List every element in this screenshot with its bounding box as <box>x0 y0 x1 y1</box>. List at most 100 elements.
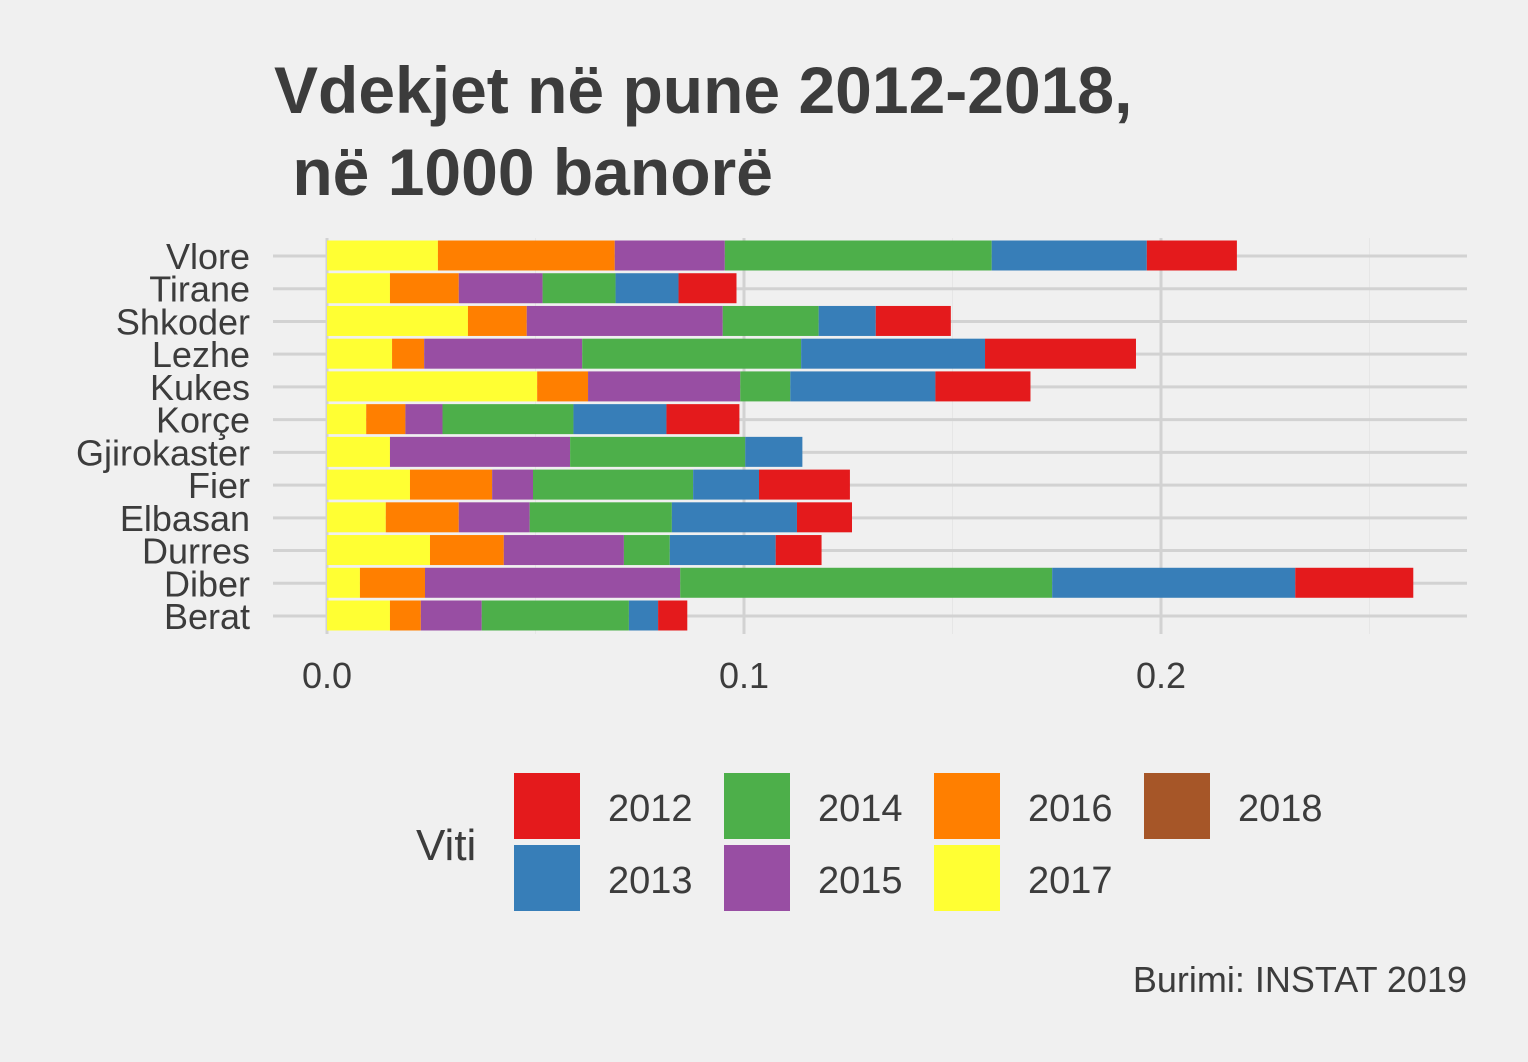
bar-shkoder-2016 <box>467 305 527 336</box>
bar-korçe-2014 <box>442 404 574 435</box>
bar-fier-2015 <box>492 469 533 500</box>
bar-diber-2016 <box>359 567 425 598</box>
x-tick-label: 0.2 <box>1136 655 1186 696</box>
bar-kukes-2014 <box>740 371 791 402</box>
bar-elbasan-2016 <box>385 502 459 533</box>
bar-gjirokaster-2013 <box>745 436 803 467</box>
legend-swatch-2017 <box>934 845 1000 911</box>
bar-vlore-2015 <box>614 240 725 271</box>
bar-vlore-2014 <box>724 240 992 271</box>
bar-lezhe-2017 <box>327 338 393 369</box>
bar-berat-2014 <box>481 600 629 631</box>
legend-swatch-2018 <box>1144 773 1210 839</box>
bar-korçe-2015 <box>405 404 443 435</box>
bar-korçe-2013 <box>573 404 667 435</box>
bar-durres-2012 <box>775 535 822 566</box>
y-tick-label: Berat <box>164 596 250 637</box>
bar-lezhe-2013 <box>801 338 986 369</box>
legend-label-2017: 2017 <box>1028 860 1113 902</box>
y-tick-label: Durres <box>142 531 250 572</box>
bar-durres-2017 <box>327 535 430 566</box>
y-tick-label: Vlore <box>166 236 250 277</box>
bar-durres-2013 <box>669 535 776 566</box>
bar-kukes-2013 <box>790 371 936 402</box>
bar-tirane-2015 <box>458 273 543 304</box>
bar-berat-2013 <box>628 600 659 631</box>
bar-diber-2015 <box>424 567 681 598</box>
bar-lezhe-2015 <box>424 338 583 369</box>
bar-shkoder-2013 <box>818 305 876 336</box>
bar-kukes-2017 <box>327 371 538 402</box>
bar-berat-2016 <box>389 600 421 631</box>
bar-kukes-2012 <box>935 371 1031 402</box>
bar-lezhe-2016 <box>392 338 425 369</box>
bar-fier-2016 <box>409 469 493 500</box>
legend-swatch-2012 <box>514 773 580 839</box>
x-tick-label: 0.0 <box>302 655 352 696</box>
y-tick-label: Gjirokaster <box>76 432 250 473</box>
legend-label-2018: 2018 <box>1238 788 1323 830</box>
bar-tirane-2016 <box>389 273 459 304</box>
bar-elbasan-2012 <box>796 502 853 533</box>
bar-vlore-2016 <box>437 240 615 271</box>
bar-korçe-2016 <box>366 404 406 435</box>
bar-vlore-2012 <box>1146 240 1237 271</box>
bar-tirane-2012 <box>678 273 737 304</box>
y-tick-label: Elbasan <box>120 498 250 539</box>
bar-korçe-2017 <box>327 404 367 435</box>
bar-shkoder-2017 <box>327 305 468 336</box>
bar-shkoder-2012 <box>875 305 951 336</box>
bar-fier-2013 <box>693 469 760 500</box>
legend-swatch-2013 <box>514 845 580 911</box>
bar-gjirokaster-2015 <box>389 436 571 467</box>
bar-elbasan-2014 <box>529 502 672 533</box>
legend-label-2014: 2014 <box>818 788 903 830</box>
legend-title: Viti <box>416 821 476 870</box>
y-tick-label: Fier <box>188 465 250 506</box>
bar-elbasan-2015 <box>458 502 530 533</box>
legend: 2012 2013 2014 2015 2016 2017 2018 <box>514 773 1323 911</box>
bar-kukes-2016 <box>537 371 589 402</box>
y-tick-label: Lezhe <box>152 334 250 375</box>
bar-vlore-2013 <box>991 240 1147 271</box>
legend-swatch-2014 <box>724 773 790 839</box>
bar-shkoder-2015 <box>526 305 723 336</box>
legend-swatch-2015 <box>724 845 790 911</box>
bar-durres-2016 <box>429 535 504 566</box>
bar-diber-2017 <box>327 567 360 598</box>
y-axis: VloreTiraneShkoderLezheKukesKorçeGjiroka… <box>76 236 250 637</box>
y-tick-label: Shkoder <box>116 301 250 342</box>
caption: Burimi: INSTAT 2019 <box>1133 959 1467 1000</box>
x-tick-label: 0.1 <box>719 655 769 696</box>
bar-berat-2012 <box>658 600 688 631</box>
bars <box>327 240 1414 631</box>
bar-tirane-2014 <box>542 273 616 304</box>
bar-elbasan-2017 <box>327 502 386 533</box>
chart-title-line1: Vdekjet në pune 2012-2018, <box>274 53 1132 127</box>
chart-title-line2: në 1000 banorë <box>274 135 773 209</box>
bar-fier-2014 <box>532 469 694 500</box>
bar-fier-2017 <box>327 469 410 500</box>
bar-kukes-2015 <box>588 371 741 402</box>
y-tick-label: Diber <box>164 563 250 604</box>
bar-durres-2014 <box>623 535 670 566</box>
bar-lezhe-2012 <box>985 338 1136 369</box>
bar-gjirokaster-2017 <box>327 436 390 467</box>
bar-tirane-2017 <box>327 273 390 304</box>
y-tick-label: Kukes <box>150 367 250 408</box>
legend-label-2016: 2016 <box>1028 788 1113 830</box>
bar-elbasan-2013 <box>671 502 797 533</box>
bar-gjirokaster-2014 <box>570 436 746 467</box>
bar-shkoder-2014 <box>722 305 819 336</box>
bar-diber-2014 <box>680 567 1053 598</box>
bar-korçe-2012 <box>666 404 740 435</box>
bar-diber-2013 <box>1052 567 1296 598</box>
bar-durres-2015 <box>503 535 624 566</box>
bar-lezhe-2014 <box>582 338 802 369</box>
legend-label-2015: 2015 <box>818 860 903 902</box>
legend-label-2013: 2013 <box>608 860 693 902</box>
y-tick-label: Tirane <box>149 269 250 310</box>
bar-vlore-2017 <box>327 240 438 271</box>
legend-swatch-2016 <box>934 773 1000 839</box>
